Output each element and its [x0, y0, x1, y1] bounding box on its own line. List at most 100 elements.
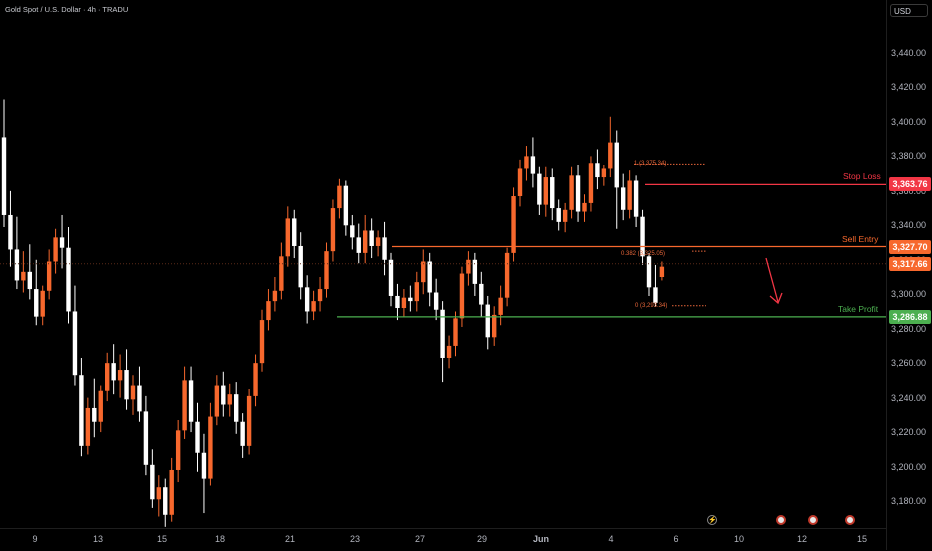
candle-body	[221, 385, 226, 405]
candle-body	[21, 271, 26, 281]
economic-event-icon[interactable]	[776, 515, 786, 525]
candle-body	[337, 185, 342, 209]
candle-body	[562, 209, 568, 222]
candle-body	[492, 314, 497, 338]
candle-body	[175, 430, 181, 470]
candle-body	[627, 180, 632, 210]
candle-body	[137, 385, 142, 412]
candle-body	[1, 137, 7, 215]
candle-body	[633, 180, 639, 217]
time-tick-label: 15	[856, 534, 868, 544]
candle-body	[117, 370, 123, 381]
price-tick-label: 3,440.00	[891, 48, 927, 58]
candle-body	[143, 411, 149, 465]
candle-body	[575, 175, 581, 212]
fib-level-0-label: 0 (3,293.34)	[635, 302, 668, 309]
price-tick-label: 3,380.00	[891, 151, 927, 162]
symbol-title: Gold Spot / U.S. Dollar · 4h · TRADU	[5, 5, 129, 14]
economic-event-icon[interactable]	[808, 515, 818, 525]
candle-body	[588, 163, 594, 203]
candle-body	[595, 163, 600, 178]
candle-body	[14, 249, 20, 281]
candle-body	[79, 375, 84, 446]
candle-body	[395, 295, 400, 309]
candle-body	[472, 259, 478, 284]
candle-body	[356, 237, 361, 253]
time-tick-label: 29	[476, 534, 488, 544]
candle-body	[350, 225, 355, 238]
candle-body	[621, 187, 626, 210]
price-tick-label: 3,400.00	[891, 116, 927, 127]
candle-body	[272, 290, 278, 302]
candle-body	[324, 251, 329, 290]
candle-body	[446, 345, 452, 358]
candle-body	[304, 287, 310, 312]
candle-body	[279, 256, 284, 291]
candle-body	[524, 156, 529, 169]
candle-body	[543, 177, 548, 205]
candle-body	[504, 252, 510, 298]
candle-body	[421, 261, 426, 283]
candlestick-chart[interactable]	[0, 0, 886, 528]
candle-body	[485, 304, 490, 338]
time-tick-label: 23	[349, 534, 361, 544]
candle-body	[556, 208, 561, 222]
candle-body	[646, 256, 652, 288]
candle-body	[653, 287, 658, 303]
time-axis[interactable]: 9 13 15 18 21 23 27 29 Jun 4 6 10 12 15	[0, 528, 886, 551]
price-axis[interactable]: 3,440.003,420.003,400.003,380.003,360.00…	[886, 0, 932, 550]
candle-body	[208, 416, 213, 479]
candle-body	[253, 363, 258, 396]
candle-body	[214, 385, 220, 417]
candle-body	[408, 297, 413, 302]
lightning-icon[interactable]: ⚡	[707, 515, 717, 525]
candle-body	[530, 156, 536, 174]
candle-body	[453, 318, 458, 346]
candle-body	[266, 301, 271, 321]
candle-body	[427, 261, 432, 293]
chart-area[interactable]: Gold Spot / U.S. Dollar · 4h · TRADU Sto…	[0, 0, 886, 528]
time-tick-label: 13	[92, 534, 104, 544]
sell-entry-price-tag: 3,327.70	[889, 239, 931, 254]
candle-body	[459, 273, 465, 319]
candle-body	[317, 289, 323, 302]
economic-event-icon[interactable]	[845, 515, 855, 525]
candle-body	[85, 407, 91, 446]
candle-body	[163, 487, 168, 515]
candle-body	[234, 394, 239, 422]
candle-body	[640, 216, 645, 257]
candle-body	[195, 421, 200, 453]
price-tick-label: 3,420.00	[891, 82, 927, 93]
sell-entry-label: Sell Entry	[842, 233, 879, 244]
candle-body	[330, 208, 336, 252]
price-tick-label: 3,200.00	[891, 461, 927, 472]
candle-body	[130, 385, 136, 400]
time-tick-label: 4	[608, 534, 614, 544]
candle-body	[285, 218, 290, 257]
fib-level-0382-label: 0.382 (3,325.05)	[621, 251, 666, 258]
candle-body	[511, 196, 516, 253]
price-tick-label: 3,280.00	[891, 323, 927, 334]
price-tick-label: 3,300.00	[891, 289, 927, 300]
currency-button[interactable]: USD	[890, 4, 928, 17]
candle-body	[601, 168, 607, 178]
candle-body	[401, 297, 407, 309]
stop-loss-label: Stop Loss	[843, 171, 881, 182]
candle-body	[8, 214, 13, 250]
time-tick-label: 12	[796, 534, 808, 544]
candle-body	[433, 292, 439, 310]
current-price-tag: 3,317.66	[889, 256, 931, 271]
candle-body	[517, 168, 523, 197]
candle-body	[46, 261, 52, 291]
candle-body	[259, 320, 265, 364]
candle-body	[124, 370, 129, 400]
candle-body	[659, 266, 665, 277]
candle-body	[614, 142, 619, 188]
fib-level-1-label: 1 (3,375.34)	[634, 161, 667, 168]
take-profit-price-tag: 3,286.88	[889, 309, 931, 324]
candle-body	[537, 173, 542, 205]
time-tick-label: 21	[284, 534, 296, 544]
candle-body	[369, 230, 374, 246]
take-profit-label: Take Profit	[838, 303, 879, 314]
candle-body	[440, 309, 445, 358]
